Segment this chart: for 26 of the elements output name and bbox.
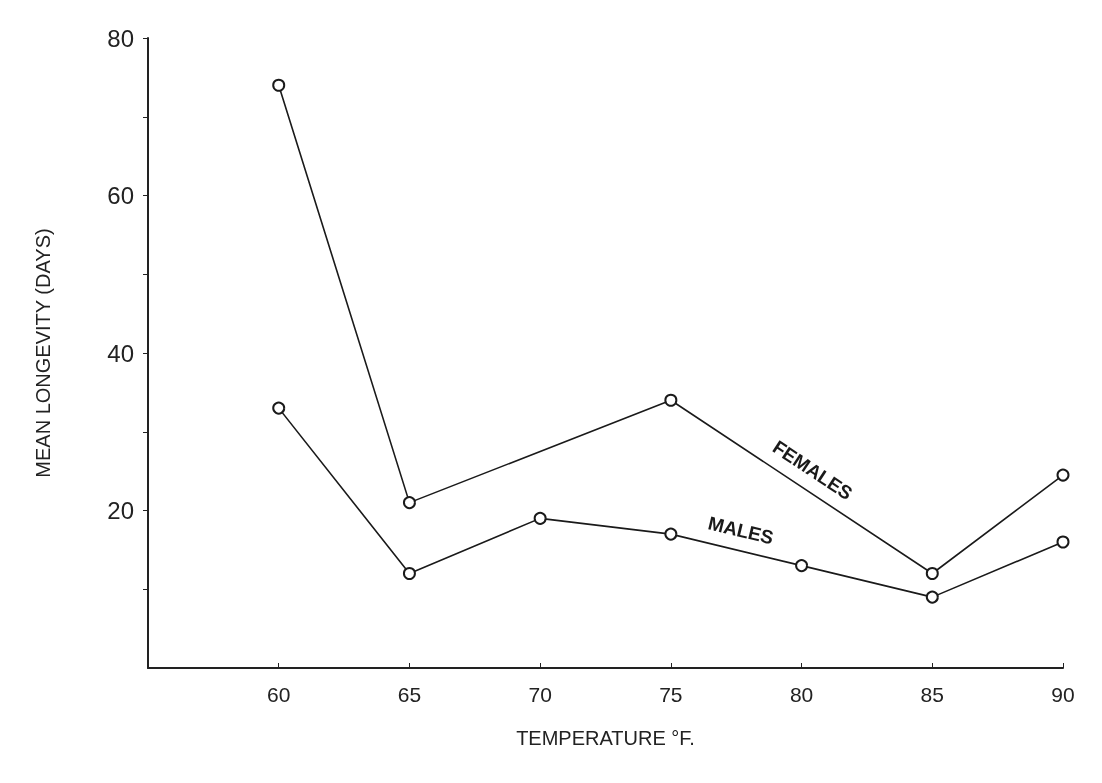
y-tick-label: 40 <box>107 339 134 367</box>
x-tick-label: 65 <box>397 683 422 706</box>
x-tick-label: 90 <box>1051 683 1075 706</box>
text: MALES <box>706 512 776 549</box>
point <box>1056 535 1070 549</box>
x-tick-label: 60 <box>267 683 291 706</box>
y-tick-label: 20 <box>107 497 134 524</box>
point <box>402 567 416 580</box>
x-axis-title: TEMPERATURE °F. <box>516 727 695 749</box>
x-tick-label: 80 <box>789 683 814 706</box>
point <box>402 496 416 510</box>
point <box>664 393 678 407</box>
y-tick-label: 80 <box>107 24 134 52</box>
point <box>925 590 939 604</box>
x-tick-label: 75 <box>659 683 683 706</box>
point <box>272 401 286 415</box>
x-tick-label: 85 <box>920 683 944 706</box>
point <box>1056 468 1070 482</box>
point <box>795 559 809 573</box>
point <box>664 527 678 541</box>
point <box>272 78 286 92</box>
x-tick-label: 70 <box>528 683 552 706</box>
y-tick-label: 60 <box>107 182 134 209</box>
point <box>533 511 547 525</box>
point <box>925 567 939 580</box>
y-axis-title: MEAN LONGEVITY (DAYS) <box>32 228 54 478</box>
